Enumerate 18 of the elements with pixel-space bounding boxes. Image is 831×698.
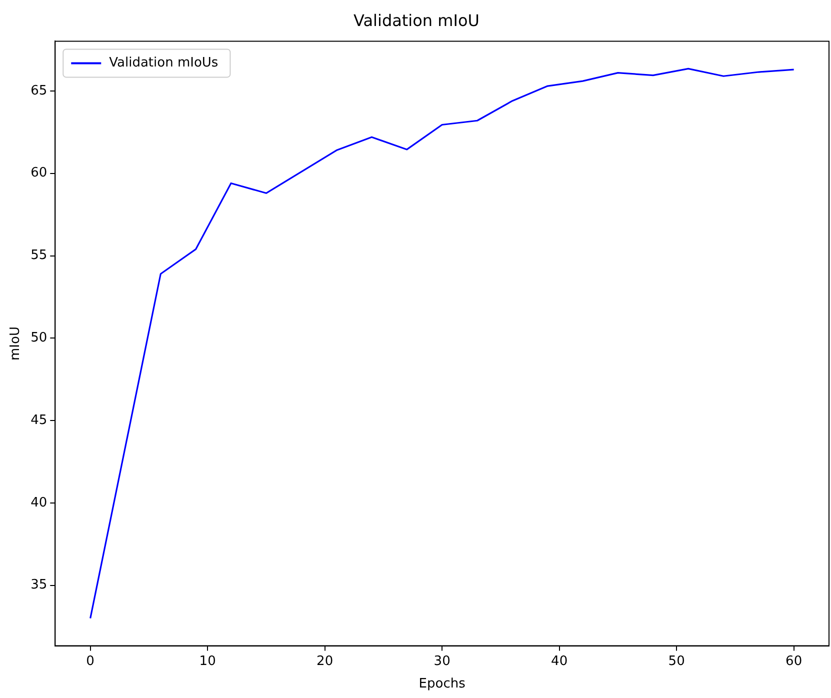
y-tick-label: 60	[30, 166, 48, 181]
y-tick-label: 55	[30, 248, 48, 264]
x-tick-label: 40	[551, 654, 568, 669]
x-tick-label: 0	[86, 654, 94, 669]
x-axis-title: Epochs	[418, 676, 466, 692]
x-tick-label: 10	[199, 654, 216, 669]
legend-label: Validation mIoUs	[109, 56, 218, 71]
x-tick-label: 20	[316, 654, 334, 669]
chart-title: Validation mIoU	[354, 10, 480, 30]
y-tick-label: 35	[30, 578, 48, 593]
y-tick-label: 45	[30, 412, 48, 428]
y-tick-label: 65	[30, 83, 48, 98]
y-tick-label: 40	[30, 495, 48, 510]
x-tick-label: 60	[786, 654, 802, 669]
x-tick-label: 30	[434, 654, 450, 669]
y-tick-label: 50	[30, 330, 48, 346]
y-axis-title: mIoU	[8, 326, 24, 360]
x-tick-label: 50	[668, 654, 685, 669]
